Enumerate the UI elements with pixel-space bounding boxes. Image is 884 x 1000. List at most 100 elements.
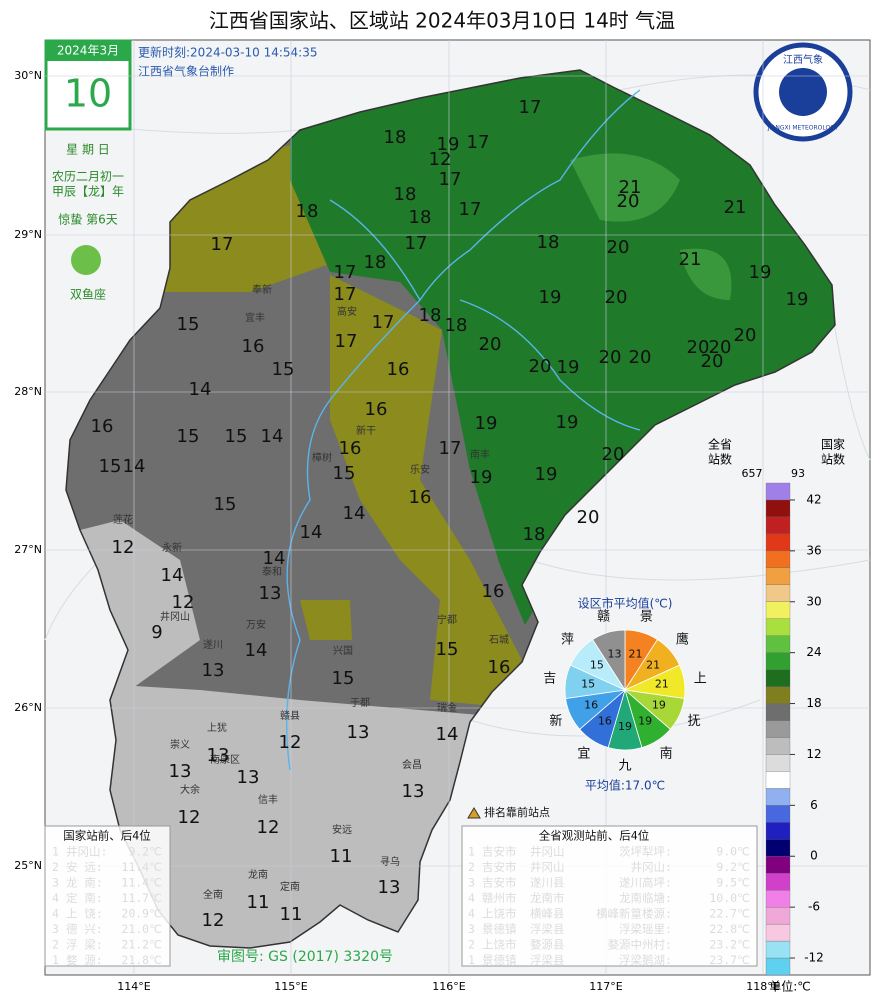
station-value: 17 <box>334 284 357 305</box>
station-value: 19 <box>557 357 580 378</box>
station-value: 18 <box>445 315 468 336</box>
marker-icon <box>467 807 481 819</box>
station-value: 20 <box>709 337 732 358</box>
colorbar-bin <box>765 737 791 755</box>
pie-value: 21 <box>628 647 642 660</box>
station-value: 13 <box>237 767 260 788</box>
colorbar-bin <box>765 856 791 874</box>
station-value: 15 <box>436 639 459 660</box>
place-name: 崇义 <box>170 739 190 751</box>
station-value: 16 <box>488 657 511 678</box>
station-value: 14 <box>123 456 146 477</box>
colorbar-bin <box>765 584 791 602</box>
solar-term: 惊蛰 第6天 <box>58 212 117 227</box>
colorbar-tick-label: 6 <box>810 798 818 812</box>
station-value: 20 <box>687 337 710 358</box>
colorbar-tick-label: -12 <box>804 951 824 965</box>
place-name: 永新 <box>162 541 182 554</box>
colorbar-bin <box>765 957 791 976</box>
station-value: 20 <box>602 444 625 465</box>
place-name: 南丰 <box>470 448 490 461</box>
station-value: 11 <box>247 892 270 913</box>
colorbar-bin <box>765 618 791 636</box>
pie-label: 九 <box>618 759 631 774</box>
colorbar-bin <box>765 890 791 908</box>
pie-value: 19 <box>618 720 632 733</box>
all-table-title: 全省观测站前、后4位 <box>539 829 649 843</box>
station-value: 21 <box>679 249 702 270</box>
station-value: 16 <box>365 399 388 420</box>
station-value: 14 <box>245 640 268 661</box>
pie-label: 抚 <box>688 714 701 729</box>
colorbar-bin <box>765 669 791 687</box>
station-value: 14 <box>161 565 184 586</box>
station-value: 15 <box>333 463 356 484</box>
station-value: 20 <box>701 351 724 372</box>
pie-value: 13 <box>608 647 622 660</box>
lat-label: 28°N <box>14 385 42 398</box>
colorbar-bin <box>765 686 791 704</box>
place-name: 新干 <box>356 424 376 437</box>
colorbar-bin <box>765 940 791 959</box>
place-name: 安远 <box>332 823 352 836</box>
unit: 单位:℃ <box>769 979 811 994</box>
station-value: 17 <box>467 132 490 153</box>
station-value: 17 <box>459 199 482 220</box>
station-value: 18 <box>419 305 442 326</box>
colorbar-bin <box>765 703 791 721</box>
place-name: 于都 <box>350 697 370 709</box>
place-name: 万安 <box>246 618 266 631</box>
place-name: 瑞金 <box>437 701 457 714</box>
station-value: 13 <box>378 877 401 898</box>
pie-label: 萍 <box>561 633 574 648</box>
logo-en: JIANGXI METEOROLOGY <box>767 125 839 132</box>
total-count: 657 <box>742 467 763 480</box>
station-value: 21 <box>724 197 747 218</box>
station-value: 17 <box>211 234 234 255</box>
station-value: 13 <box>402 781 425 802</box>
station-value: 20 <box>605 287 628 308</box>
station-value: 12 <box>202 910 225 931</box>
station-value: 18 <box>394 184 417 205</box>
place-name: 南康区 <box>210 753 240 766</box>
pie-value: 19 <box>638 714 652 727</box>
pie-value: 21 <box>655 678 669 691</box>
station-value: 11 <box>330 846 353 867</box>
pie-value: 16 <box>584 698 598 711</box>
station-value: 14 <box>300 522 323 543</box>
weekday: 星 期 日 <box>66 143 110 157</box>
station-value: 9 <box>151 622 162 643</box>
colorbar-bin <box>765 482 791 501</box>
place-name: 乐安 <box>410 463 430 476</box>
station-value: 14 <box>189 379 212 400</box>
station-value: 20 <box>617 191 640 212</box>
station-value: 16 <box>387 359 410 380</box>
national-header: 国家 <box>821 437 845 452</box>
place-name: 樟树 <box>312 451 332 464</box>
station-value: 16 <box>482 581 505 602</box>
station-value: 18 <box>409 207 432 228</box>
station-value: 21 <box>619 177 642 198</box>
station-value: 20 <box>479 334 502 355</box>
station-value: 15 <box>177 426 200 447</box>
station-value: 15 <box>272 359 295 380</box>
pie-label: 吉 <box>543 672 556 687</box>
colorbar-tick-label: -6 <box>808 900 820 914</box>
map-title: 江西省国家站、区域站 2024年03月10日 14时 气温 <box>209 9 675 33</box>
colorbar-bin <box>765 906 791 925</box>
colorbar-bin <box>765 839 791 857</box>
marker-note: 排名靠前站点 <box>484 805 550 819</box>
station-value: 19 <box>437 134 460 155</box>
lunar-date: 农历二月初一 <box>52 170 124 184</box>
station-value: 18 <box>537 232 560 253</box>
colorbar-bin <box>765 550 791 568</box>
station-value: 13 <box>259 583 282 604</box>
pie-value: 15 <box>590 659 604 672</box>
logo-cn: 江西气象 <box>783 53 823 66</box>
colorbar-tick-label: 18 <box>806 696 821 710</box>
station-value: 13 <box>169 761 192 782</box>
station-value: 20 <box>734 325 757 346</box>
station-value: 12 <box>172 592 195 613</box>
all-table-box <box>461 825 758 967</box>
place-name: 信丰 <box>258 793 278 806</box>
